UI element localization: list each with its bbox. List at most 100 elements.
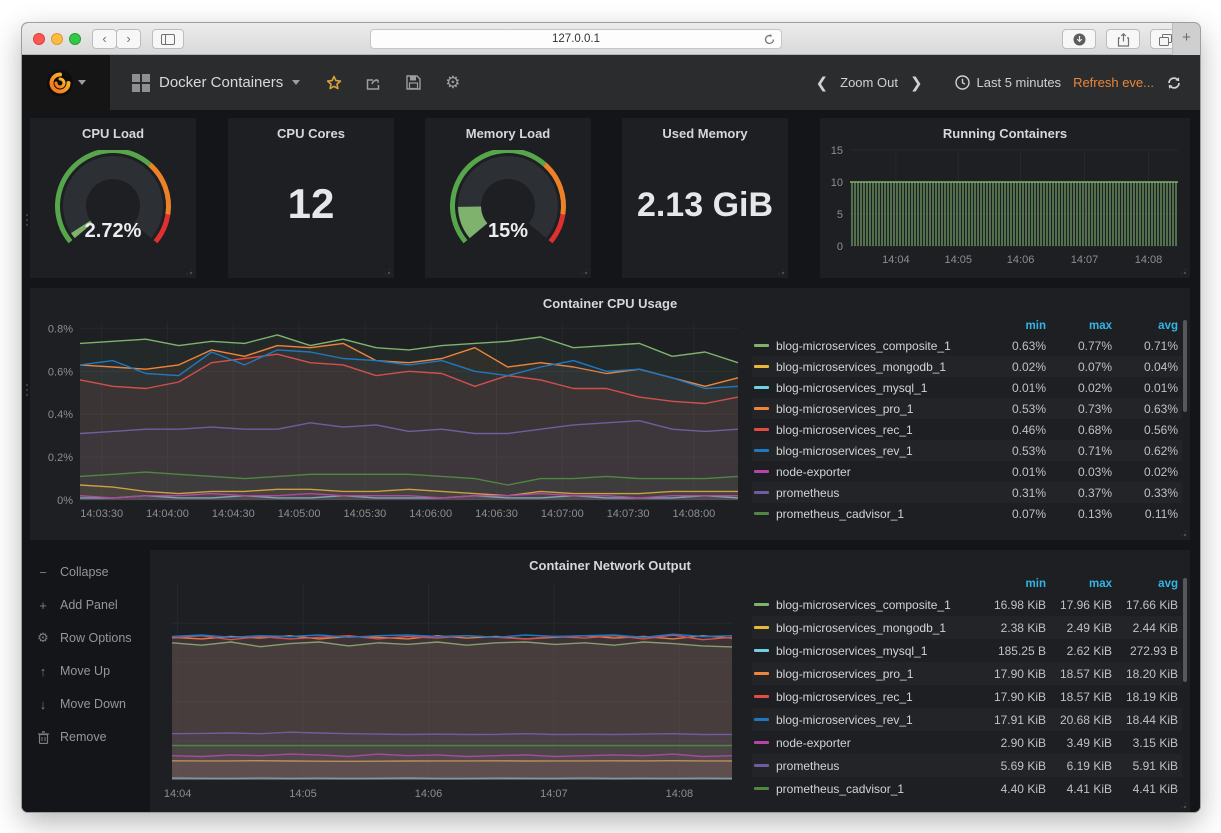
panel-cpu-load[interactable]: CPU Load 2.72% [30,118,196,278]
star-button[interactable] [326,75,342,91]
series-name[interactable]: prometheus_cadvisor_1 [752,507,984,521]
series-name[interactable]: blog-microservices_mongodb_1 [752,621,984,635]
series-name[interactable]: prometheus [752,486,984,500]
series-name[interactable]: blog-microservices_pro_1 [752,667,984,681]
row-menu-row-options[interactable]: ⚙ Row Options [37,630,132,645]
time-shift-back-button[interactable]: ❮ [815,74,829,92]
legend-series-row[interactable]: blog-microservices_pro_1 17.90 KiB 18.57 K… [752,662,1182,685]
row-menu-add-panel[interactable]: + Add Panel [36,594,150,616]
legend-sort-max[interactable]: max [1088,319,1112,332]
panel-resize-handle[interactable] [580,267,589,276]
panel-resize-handle[interactable] [777,267,786,276]
grafana-main-menu[interactable] [22,55,110,110]
panel-title[interactable]: Running Containers [942,126,1068,141]
series-name[interactable]: prometheus_cadvisor_1 [752,782,984,796]
panel-resize-handle[interactable] [383,267,392,276]
panel-resize-handle[interactable] [1179,801,1188,810]
sidebar-toggle-button[interactable] [152,29,184,49]
panel-resize-handle[interactable] [1179,529,1188,538]
legend-sort-avg[interactable]: avg [1158,577,1178,590]
legend-sort-min[interactable]: min [1025,319,1046,332]
series-name[interactable]: blog-microservices_rec_1 [752,423,984,437]
panel-title[interactable]: CPU Load [81,126,145,141]
panel-title[interactable]: Container CPU Usage [542,296,678,311]
legend-series-row[interactable]: blog-microservices_rec_1 17.90 KiB 18.57 K… [752,685,1182,708]
network-output-chart[interactable]: 14:04 14:05 14:06 14:07 14:08 [152,578,744,811]
panel-title[interactable]: CPU Cores [277,126,345,141]
series-name[interactable]: node-exporter [752,465,984,479]
panel-title[interactable]: Container Network Output [529,558,691,573]
panel-network-output[interactable]: Container Network Output 14:04 14:05 14:06… [30,550,1190,812]
cpu-usage-chart[interactable]: 14:03:30 14:04:00 14:04:30 14:05:00 14:05:30… [38,314,744,535]
legend-series-row[interactable]: blog-microservices_mysql_1 0.01% 0.02% 0.01… [752,377,1182,398]
legend-sort-max[interactable]: max [1088,577,1112,590]
panel-used-memory[interactable]: Used Memory 2.13 GiB [622,118,788,278]
legend-series-row[interactable]: blog-microservices_mongodb_1 2.38 KiB 2.49… [752,616,1182,639]
arrow-up-icon: ↑ [39,663,47,679]
legend-series-row[interactable]: blog-microservices_rev_1 17.91 KiB 20.68 K… [752,708,1182,731]
dashboard-picker[interactable]: Docker Containers [132,73,301,92]
zoom-out-button[interactable]: Zoom Out [840,75,898,90]
refresh-interval-picker[interactable]: Refresh eve... [1073,75,1154,90]
refresh-icon[interactable] [1166,75,1182,91]
series-name[interactable]: blog-microservices_rev_1 [752,444,984,458]
legend-series-row[interactable]: blog-microservices_pro_1 0.53% 0.73% 0.63% [752,398,1182,419]
series-name[interactable]: blog-microservices_mysql_1 [752,644,984,658]
address-bar[interactable]: 127.0.0.1 [370,29,782,49]
downloads-button[interactable] [1062,29,1096,49]
series-name[interactable]: blog-microservices_pro_1 [752,402,984,416]
settings-button[interactable]: ⚙ [445,72,461,92]
series-name[interactable]: blog-microservices_mysql_1 [752,381,984,395]
row-menu-move-down[interactable]: ↓ Move Down [36,693,150,715]
row-drag-handle[interactable] [23,381,31,403]
series-name[interactable]: prometheus [752,759,984,773]
series-name[interactable]: blog-microservices_composite_1 [752,339,984,353]
zoom-button[interactable] [69,33,81,45]
row-menu-collapse[interactable]: − Collapse [36,561,150,583]
legend-series-row[interactable]: prometheus_cadvisor_1 0.07% 0.13% 0.11% [752,503,1182,524]
legend-series-row[interactable]: node-exporter 2.90 KiB 3.49 KiB 3.15 KiB [752,731,1182,754]
row-menu-move-up[interactable]: ↑ Move Up [36,660,150,682]
legend-series-row[interactable]: blog-microservices_rev_1 0.53% 0.71% 0.62% [752,440,1182,461]
share-button[interactable] [1106,29,1140,49]
panel-memory-load[interactable]: Memory Load 15% [425,118,591,278]
series-name[interactable]: blog-microservices_composite_1 [752,598,984,612]
panel-running-containers[interactable]: Running Containers 14:04 14:05 14:06 14:07 1… [820,118,1190,278]
legend-series-row[interactable]: blog-microservices_mongodb_1 0.02% 0.07% 0.… [752,356,1182,377]
panel-cpu-cores[interactable]: CPU Cores 12 [228,118,394,278]
legend-series-row[interactable]: blog-microservices_composite_1 16.98 KiB 1… [752,593,1182,616]
series-name[interactable]: node-exporter [752,736,984,750]
legend-series-row[interactable]: node-exporter 0.01% 0.03% 0.02% [752,461,1182,482]
row-menu-remove[interactable]: Remove [36,726,150,748]
series-name[interactable]: blog-microservices_rec_1 [752,690,984,704]
reload-icon[interactable] [763,33,776,46]
legend-scrollbar[interactable] [1183,320,1187,412]
running-containers-chart[interactable]: 14:04 14:05 14:06 14:07 14:08 0 5 10 15 [824,142,1184,277]
legend-sort-avg[interactable]: avg [1158,319,1178,332]
save-dashboard-button[interactable] [406,75,421,90]
legend-series-row[interactable]: prometheus 0.31% 0.37% 0.33% [752,482,1182,503]
legend-series-row[interactable]: blog-microservices_rec_1 0.46% 0.68% 0.56% [752,419,1182,440]
legend-series-row[interactable]: blog-microservices_mysql_1 185.25 B 2.62 K… [752,639,1182,662]
legend-sort-min[interactable]: min [1025,577,1046,590]
time-shift-forward-button[interactable]: ❯ [909,74,923,92]
minimize-button[interactable] [51,33,63,45]
new-tab-button[interactable]: + [1172,23,1200,55]
forward-button[interactable]: › [116,29,141,49]
legend-series-row[interactable]: blog-microservices_composite_1 0.63% 0.77%… [752,335,1182,356]
panel-resize-handle[interactable] [185,267,194,276]
share-dashboard-button[interactable] [366,76,382,90]
series-name[interactable]: blog-microservices_mongodb_1 [752,360,984,374]
panel-title[interactable]: Memory Load [465,126,551,141]
legend-scrollbar[interactable] [1183,578,1187,682]
panel-title[interactable]: Used Memory [662,126,748,141]
close-button[interactable] [33,33,45,45]
row-drag-handle[interactable] [23,211,31,233]
back-button[interactable]: ‹ [92,29,117,49]
legend-series-row[interactable]: prometheus 5.69 KiB 6.19 KiB 5.91 KiB [752,754,1182,777]
legend-series-row[interactable]: prometheus_cadvisor_1 4.40 KiB 4.41 KiB 4.4… [752,777,1182,800]
panel-resize-handle[interactable] [1179,267,1188,276]
time-range-picker[interactable]: Last 5 minutes [976,75,1062,90]
series-name[interactable]: blog-microservices_rev_1 [752,713,984,727]
panel-cpu-usage[interactable]: Container CPU Usage 14:03:30 14:04:00 14:0… [30,288,1190,540]
